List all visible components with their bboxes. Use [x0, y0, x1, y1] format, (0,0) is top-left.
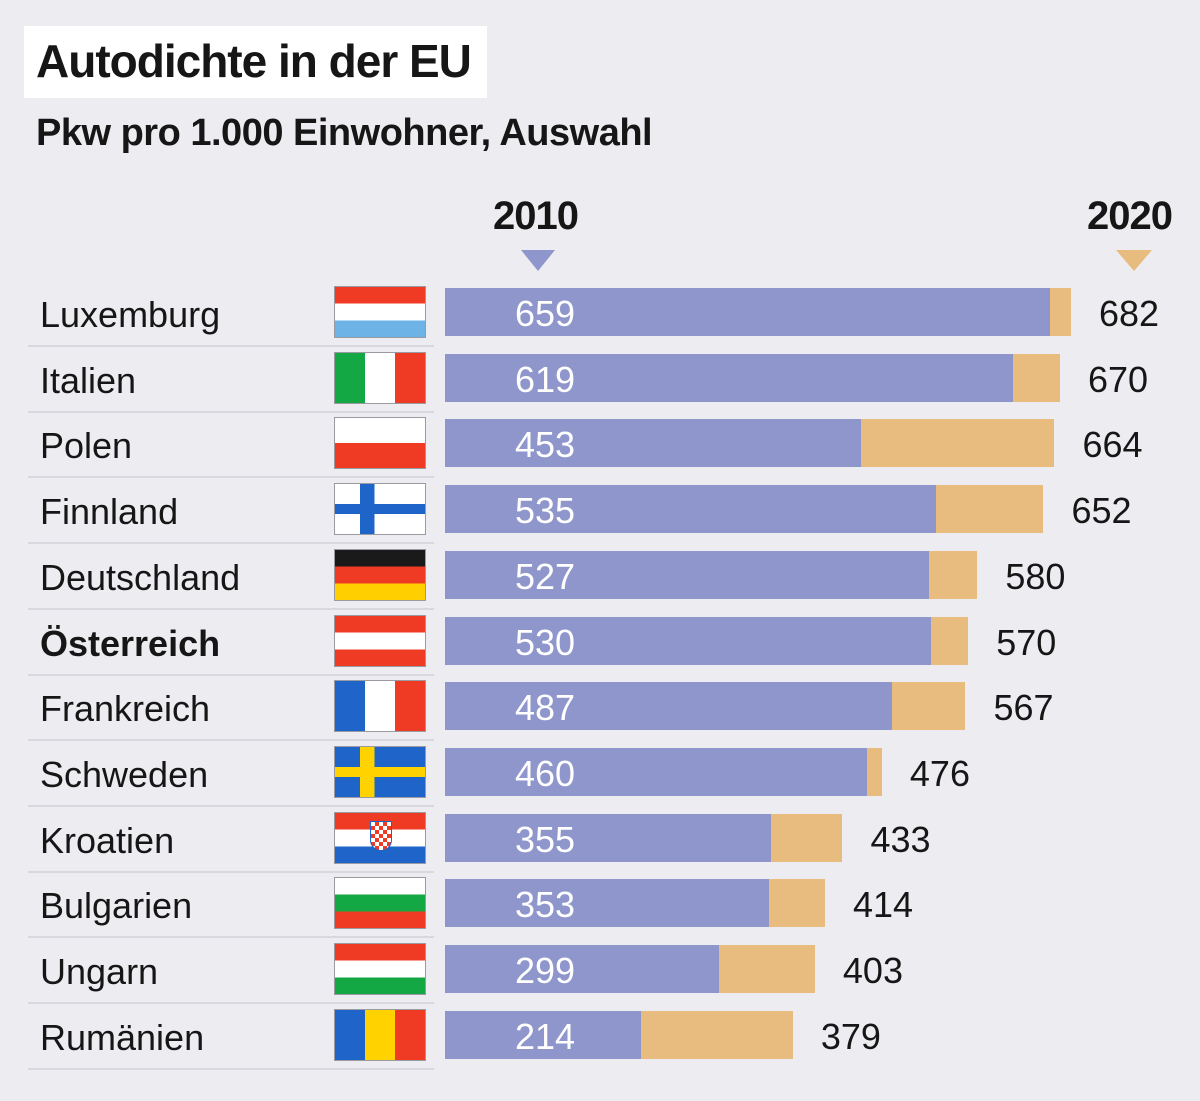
value-label-2010: 353 — [515, 884, 576, 926]
chart-row: Finnland 535 652 — [0, 479, 1200, 545]
poland-flag-icon — [334, 417, 426, 470]
country-label: Italien — [40, 359, 137, 401]
chart-row: Deutschland 527 580 — [0, 545, 1200, 611]
chart-row: Kroatien 355 433 — [0, 808, 1200, 874]
croatia-flag-icon — [334, 811, 426, 864]
finland-flag-icon — [334, 483, 426, 536]
country-label: Rumänien — [40, 1016, 205, 1058]
luxembourg-flag-icon — [334, 286, 426, 338]
value-label-2020: 433 — [870, 818, 931, 860]
title-box: Autodichte in der EU — [24, 26, 487, 98]
bar-2010 — [445, 1010, 642, 1059]
row-divider — [28, 607, 434, 610]
row-divider — [28, 542, 434, 545]
value-label-2020: 570 — [996, 621, 1057, 663]
row-divider — [28, 345, 434, 347]
bar-2010 — [445, 945, 720, 993]
chart-subtitle: Pkw pro 1.000 Einwohner, Auswahl — [36, 112, 653, 154]
bar-2010 — [445, 682, 892, 731]
bar-2010 — [445, 550, 929, 599]
bar-2010 — [445, 747, 868, 796]
bar-2010 — [445, 288, 1050, 336]
chart-row: Schweden 460 476 — [0, 742, 1200, 808]
bulgaria-flag-icon — [334, 877, 426, 930]
country-label: Schweden — [40, 753, 209, 795]
country-label: Kroatien — [40, 819, 175, 861]
legend-label-2020: 2020 — [1087, 194, 1173, 238]
value-label-2010: 487 — [515, 687, 576, 729]
chart-row: Rumänien 214 379 — [0, 1005, 1200, 1071]
bar-2010 — [445, 419, 861, 468]
value-label-2020: 652 — [1071, 490, 1132, 532]
value-label-2010: 619 — [515, 358, 576, 400]
country-label: Ungarn — [40, 951, 159, 992]
chart-title: Autodichte in der EU — [36, 35, 472, 87]
row-divider — [28, 1002, 434, 1004]
row-divider — [28, 410, 434, 413]
bar-2010 — [445, 353, 1014, 402]
value-label-2020: 379 — [820, 1015, 881, 1057]
chart-row: Italien 619 670 — [0, 348, 1200, 414]
row-divider — [28, 1067, 434, 1070]
country-label: Luxemburg — [40, 294, 221, 335]
legend-arrow-2020-icon — [1116, 250, 1152, 271]
value-label-2020: 664 — [1082, 424, 1143, 466]
legend-label-2010: 2010 — [493, 194, 579, 238]
value-label-2020: 414 — [853, 884, 914, 926]
row-divider — [28, 739, 434, 742]
bar-2010 — [445, 879, 769, 928]
chart-row: Österreich 530 570 — [0, 611, 1200, 677]
row-divider — [28, 804, 434, 807]
bar-2010 — [445, 616, 932, 665]
value-label-2010: 527 — [515, 555, 576, 597]
germany-flag-icon — [334, 548, 426, 601]
row-divider — [28, 936, 434, 939]
romania-flag-icon — [334, 1008, 426, 1061]
value-label-2020: 403 — [842, 950, 903, 991]
value-label-2020: 580 — [1005, 555, 1066, 597]
row-divider — [28, 673, 434, 676]
legend-arrow-2010-icon — [521, 250, 555, 271]
country-label: Polen — [40, 425, 133, 467]
bar-2010 — [445, 813, 771, 862]
hungary-flag-icon — [334, 943, 426, 995]
value-label-2010: 535 — [515, 490, 576, 532]
value-label-2010: 299 — [515, 950, 576, 991]
sweden-flag-icon — [334, 745, 426, 798]
chart-row: Bulgarien 353 414 — [0, 873, 1200, 939]
country-label: Deutschland — [40, 556, 241, 598]
bar-2010 — [445, 485, 937, 534]
value-label-2010: 453 — [515, 424, 576, 466]
value-label-2010: 214 — [515, 1015, 576, 1057]
value-label-2010: 355 — [515, 818, 576, 860]
value-label-2010: 460 — [515, 752, 576, 794]
value-label-2010: 530 — [515, 621, 576, 663]
chart-row: Luxemburg 659 682 — [0, 282, 1200, 348]
value-label-2020: 670 — [1087, 358, 1149, 400]
country-label: Frankreich — [40, 688, 211, 730]
value-label-2020: 567 — [993, 687, 1054, 729]
value-label-2020: 682 — [1099, 293, 1160, 334]
country-label: Finnland — [40, 491, 179, 533]
row-divider — [28, 476, 434, 479]
italy-flag-icon — [334, 351, 426, 404]
france-flag-icon — [334, 680, 426, 733]
chart-row: Polen 453 664 — [0, 413, 1200, 479]
chart-row: Ungarn 299 403 — [0, 939, 1200, 1005]
value-label-2020: 476 — [909, 752, 970, 794]
country-label: Bulgarien — [40, 885, 193, 927]
value-label-2010: 659 — [515, 293, 576, 334]
country-label: Österreich — [40, 622, 221, 664]
austria-flag-icon — [334, 614, 426, 667]
row-divider — [28, 870, 434, 873]
croatia-coat-of-arms-icon — [370, 820, 392, 851]
chart-row: Frankreich 487 567 — [0, 676, 1200, 742]
